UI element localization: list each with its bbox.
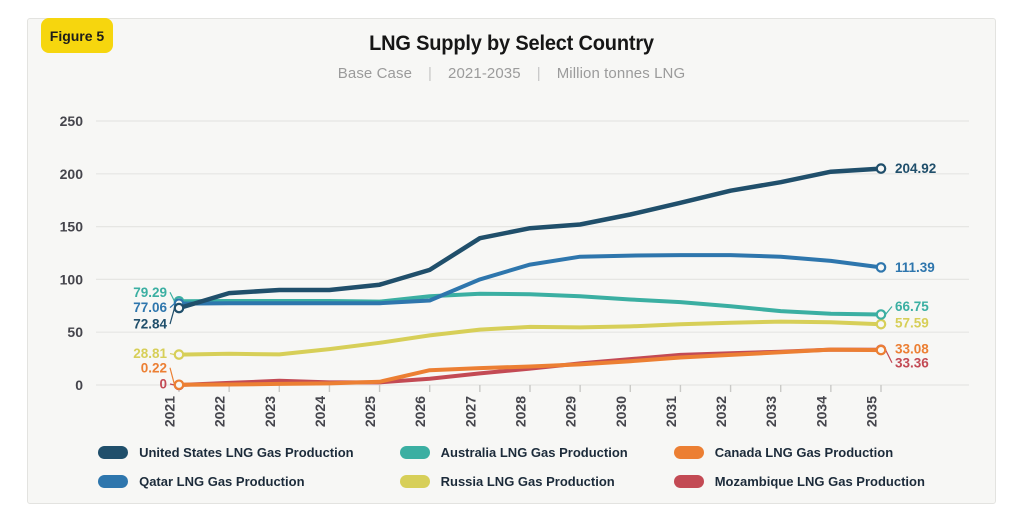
series-line-2: [177, 291, 883, 317]
series-line-1: [177, 253, 883, 306]
end-marker: [875, 262, 887, 273]
x-axis-label: 2033: [763, 396, 779, 427]
x-axis-label: 2029: [563, 396, 579, 427]
x-axis-label: 2034: [813, 396, 829, 427]
end-value-label: 204.92: [895, 161, 936, 176]
legend-item: Australia LNG Gas Production: [399, 445, 628, 460]
subtitle-separator: |: [536, 65, 541, 82]
line-chart: 0 50 100 150 200 250 2021 2022 2023 2024 2025 2026 2…: [60, 113, 969, 427]
chart-title: LNG Supply by Select Country: [369, 31, 654, 55]
legend-label: Australia LNG Gas Production: [440, 445, 628, 460]
legend-item: Russia LNG Gas Production: [399, 474, 628, 489]
end-marker: [875, 318, 887, 330]
start-label-leader: [169, 307, 176, 325]
legend-item: Qatar LNG Gas Production: [98, 474, 354, 489]
legend-item: Canada LNG Gas Production: [673, 445, 925, 460]
start-value-label: 77.06: [133, 300, 167, 315]
legend-swatch: [673, 446, 704, 459]
start-marker: [173, 349, 185, 360]
start-label-leader: [169, 292, 176, 302]
x-axis-label: 2025: [362, 396, 378, 427]
start-label-leader: [169, 367, 176, 385]
series-line-4: [177, 347, 883, 387]
x-axis-label: 2035: [864, 396, 880, 427]
end-label-leader: [885, 306, 893, 315]
figure-badge-label: Figure 5: [49, 27, 105, 44]
series-line-0: [176, 166, 884, 311]
end-value-label: 33.08: [895, 342, 929, 357]
legend-label: United States LNG Gas Production: [139, 445, 354, 460]
end-marker: [875, 344, 887, 356]
subtitle-range: 2021-2035: [448, 65, 521, 82]
start-value-label: 0.22: [141, 360, 167, 375]
end-marker: [875, 309, 887, 320]
y-axis-label: 50: [67, 324, 83, 340]
y-axis-label: 100: [60, 271, 84, 287]
legend-grid: United States LNG Gas Production Australi…: [98, 445, 925, 489]
x-axis-label: 2023: [262, 396, 278, 427]
legend-swatch: [399, 475, 430, 488]
figure-card: Figure 5 LNG Supply by Select Country Ba…: [27, 18, 996, 504]
end-marker: [875, 163, 887, 174]
x-axis-label: 2022: [212, 396, 228, 427]
legend-item: United States LNG Gas Production: [98, 445, 354, 460]
x-axis-label: 2026: [412, 396, 428, 427]
x-axis-label: 2030: [613, 396, 629, 427]
legend-label: Mozambique LNG Gas Production: [714, 474, 925, 489]
x-axis-label: 2028: [513, 396, 529, 427]
start-marker: [173, 302, 185, 314]
chart-legend: United States LNG Gas Production Australi…: [28, 445, 995, 489]
legend-swatch: [399, 446, 430, 459]
subtitle-case: Base Case: [337, 65, 413, 82]
start-value-label: 79.29: [133, 285, 167, 300]
x-axis-label: 2027: [462, 396, 478, 427]
end-label-leader: [884, 349, 893, 364]
legend-item: Mozambique LNG Gas Production: [673, 474, 925, 489]
legend-label: Qatar LNG Gas Production: [139, 474, 305, 489]
subtitle-units: Million tonnes LNG: [556, 65, 686, 82]
series-line-3: [177, 319, 883, 357]
start-value-label: 0: [159, 377, 167, 392]
figure-badge: Figure 5: [41, 18, 113, 53]
x-axis-label: 2032: [713, 396, 729, 427]
end-value-label: 33.36: [895, 355, 929, 370]
legend-swatch: [673, 475, 704, 488]
end-value-label: 111.39: [895, 260, 935, 275]
start-value-label: 28.81: [133, 346, 167, 361]
x-axis-label: 2021: [162, 396, 178, 427]
x-axis-label: 2031: [663, 396, 679, 427]
legend-swatch: [98, 446, 129, 459]
chart-subtitle: Base Case | 2021-2035 | Million tonnes LNG: [28, 65, 995, 82]
y-axis-label: 200: [60, 166, 84, 182]
x-axis-label: 2024: [312, 396, 328, 427]
subtitle-separator: |: [428, 65, 433, 82]
start-value-label: 72.84: [133, 317, 167, 332]
y-axis-label: 150: [60, 219, 84, 235]
y-axis-label: 250: [60, 113, 84, 129]
end-value-label: 66.75: [895, 299, 929, 314]
legend-swatch: [98, 475, 129, 488]
legend-label: Canada LNG Gas Production: [714, 445, 894, 460]
y-axis-label: 0: [75, 377, 83, 393]
end-value-label: 57.59: [895, 316, 929, 331]
start-marker: [173, 379, 185, 391]
legend-label: Russia LNG Gas Production: [440, 474, 615, 489]
